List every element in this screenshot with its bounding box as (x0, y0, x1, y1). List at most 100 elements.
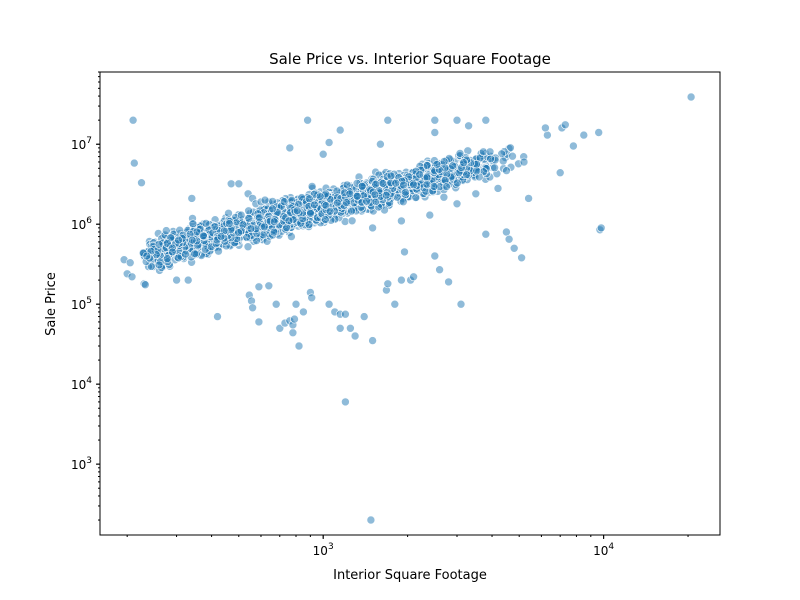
data-point (279, 197, 289, 206)
data-point (409, 180, 418, 190)
data-point (345, 189, 355, 199)
data-point (352, 192, 362, 201)
data-point (163, 254, 172, 263)
data-point (371, 179, 381, 189)
data-point (415, 170, 424, 179)
data-point (459, 158, 468, 167)
data-point (315, 192, 325, 201)
data-point (294, 341, 304, 351)
data-point (254, 317, 264, 327)
data-point (127, 272, 137, 282)
data-point (216, 232, 226, 241)
data-point (357, 181, 367, 191)
data-point (335, 125, 345, 135)
data-point (596, 223, 606, 233)
data-point (269, 217, 279, 226)
data-point (390, 299, 400, 309)
data-point (234, 179, 244, 189)
data-point (154, 260, 164, 270)
data-point (485, 147, 495, 157)
data-point (303, 115, 312, 125)
data-point (187, 194, 197, 203)
data-point (246, 224, 256, 234)
data-point (370, 190, 380, 200)
data-point (213, 312, 222, 321)
data-point (174, 235, 183, 245)
data-point (442, 182, 451, 191)
data-point (306, 209, 315, 218)
data-point (560, 120, 570, 130)
data-point (464, 121, 473, 131)
data-point (432, 160, 442, 169)
data-point (268, 204, 277, 213)
data-point (455, 149, 465, 158)
data-point (541, 123, 550, 133)
y-axis-label: Sale Price (44, 272, 59, 336)
data-point (128, 115, 138, 125)
data-point (399, 180, 408, 190)
data-point (333, 198, 342, 208)
data-point (292, 206, 302, 216)
data-point (142, 251, 152, 261)
data-point (430, 115, 440, 125)
data-point (452, 115, 462, 125)
data-point (347, 216, 357, 226)
data-point (517, 253, 526, 263)
data-point (236, 210, 246, 220)
data-point (350, 331, 360, 341)
data-point (543, 130, 552, 140)
data-point (435, 265, 444, 275)
data-point (325, 207, 335, 216)
data-point (291, 299, 301, 309)
data-point (397, 216, 406, 226)
data-point (386, 171, 396, 181)
data-point (125, 258, 135, 268)
data-point (225, 219, 234, 228)
data-point (287, 232, 296, 241)
data-point (183, 275, 193, 285)
data-point (188, 219, 198, 229)
data-point (174, 253, 183, 263)
data-point (362, 197, 371, 206)
data-point (569, 141, 578, 151)
data-point (335, 323, 345, 333)
data-point (347, 206, 356, 216)
data-point (481, 229, 491, 239)
data-point (452, 199, 462, 209)
data-point (248, 303, 257, 313)
y-tick-label: 104 (71, 376, 92, 392)
data-point (481, 115, 491, 125)
x-tick-label: 103 (313, 542, 334, 558)
data-point (324, 299, 334, 309)
data-point (130, 158, 139, 168)
data-point (383, 279, 393, 289)
data-point (242, 232, 251, 242)
data-point (324, 138, 334, 147)
data-point (398, 197, 408, 206)
data-point (243, 242, 253, 251)
data-point (226, 179, 236, 189)
data-point (502, 227, 511, 237)
data-point (187, 235, 197, 245)
data-point (290, 314, 299, 324)
data-point (307, 293, 317, 303)
data-point (359, 312, 369, 321)
y-tick-label: 107 (71, 136, 92, 152)
data-point (594, 128, 604, 137)
data-point (509, 244, 519, 253)
data-point (392, 192, 402, 202)
data-point (368, 223, 377, 233)
data-point (452, 178, 462, 188)
data-point (244, 213, 254, 223)
data-point (493, 184, 503, 193)
data-point (381, 190, 391, 200)
data-point (260, 195, 270, 205)
data-points (119, 92, 696, 525)
data-point (299, 307, 308, 317)
data-point (456, 299, 466, 309)
data-point (555, 168, 565, 177)
data-point (391, 178, 401, 188)
data-point (383, 115, 393, 125)
data-point (444, 277, 453, 287)
